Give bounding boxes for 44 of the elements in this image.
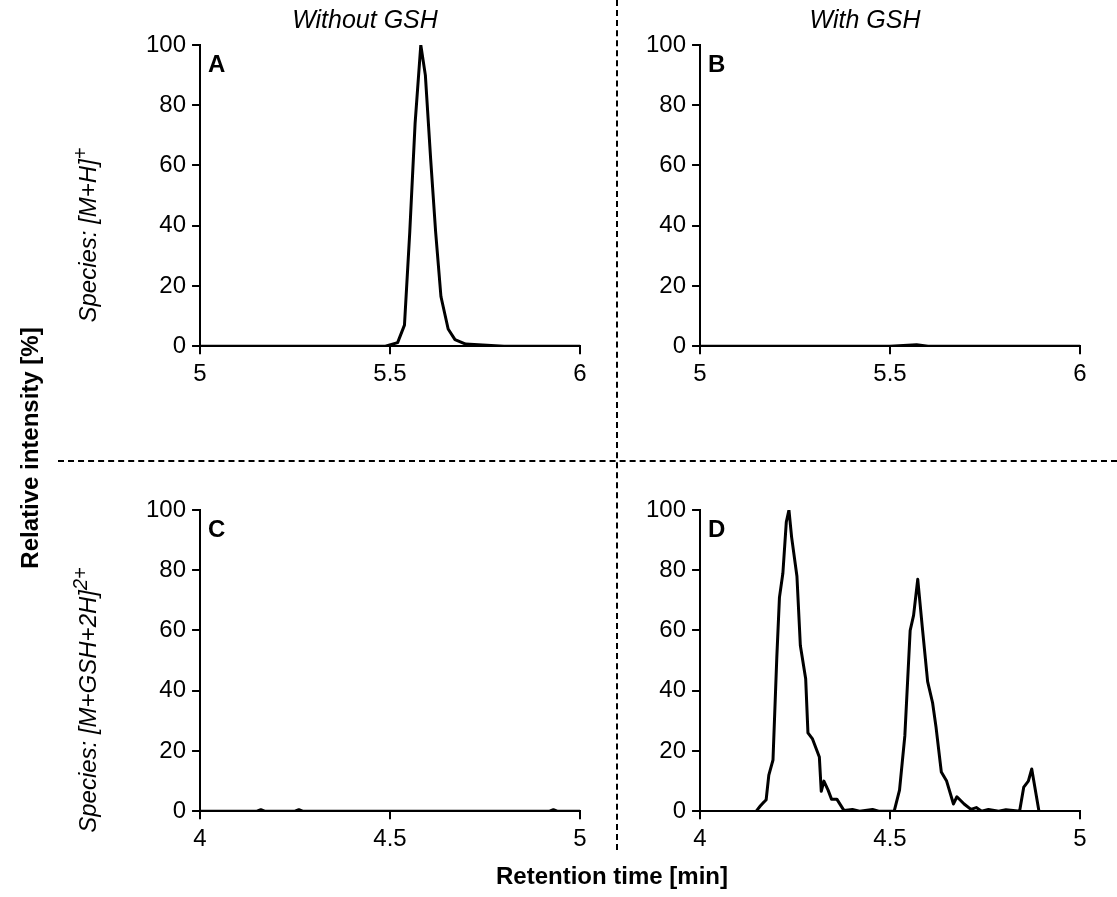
chart-title: With GSH (809, 5, 921, 33)
annotation: A (208, 49, 226, 77)
y-tick-label: 0 (172, 795, 187, 823)
y-tick-label: 0 (672, 330, 687, 358)
y-tick-label: 60 (159, 150, 187, 178)
y-tick-label: 40 (659, 210, 687, 238)
y-tick-label: 0 (672, 795, 687, 823)
y-tick-label: 20 (159, 735, 187, 763)
y-tick-label: 40 (659, 675, 687, 703)
y-tick-label: 100 (646, 29, 687, 57)
x-tick-label: 4 (693, 824, 707, 852)
x-axis-title: Retention time [min] (496, 862, 728, 890)
x-tick-label: 5.5 (373, 359, 407, 387)
text: Relative intensity [%] (16, 327, 44, 569)
y-tick-label: 20 (659, 735, 687, 763)
annotation: D (708, 514, 726, 542)
chart-title: Without GSH (292, 5, 438, 33)
x-tick-label: 4 (193, 824, 207, 852)
y-tick-label: 0 (172, 330, 187, 358)
y-tick-label: 40 (159, 210, 187, 238)
x-tick-label: 4.5 (873, 824, 907, 852)
y-tick-label: 20 (159, 270, 187, 298)
y-tick-label: 100 (646, 494, 687, 522)
y-tick-label: 60 (659, 150, 687, 178)
x-tick-label: 6 (573, 359, 587, 387)
x-tick-label: 5 (573, 824, 587, 852)
x-tick-label: 4.5 (373, 824, 407, 852)
y-tick-label: 60 (659, 615, 687, 643)
x-tick-label: 6 (1073, 359, 1087, 387)
x-tick-label: 5 (1073, 824, 1087, 852)
x-tick-label: 5 (693, 359, 707, 387)
y-tick-label: 100 (146, 494, 187, 522)
y-tick-label: 20 (659, 270, 687, 298)
y-tick-label: 80 (159, 89, 187, 117)
y-tick-label: 100 (146, 29, 187, 57)
x-tick-label: 5.5 (873, 359, 907, 387)
y-tick-label: 80 (159, 554, 187, 582)
annotation: C (208, 514, 226, 542)
x-tick-label: 5 (193, 359, 207, 387)
y-tick-label: 80 (659, 554, 687, 582)
y-tick-label: 40 (159, 675, 187, 703)
annotation: B (708, 49, 726, 77)
y-tick-label: 60 (159, 615, 187, 643)
y-tick-label: 80 (659, 89, 687, 117)
